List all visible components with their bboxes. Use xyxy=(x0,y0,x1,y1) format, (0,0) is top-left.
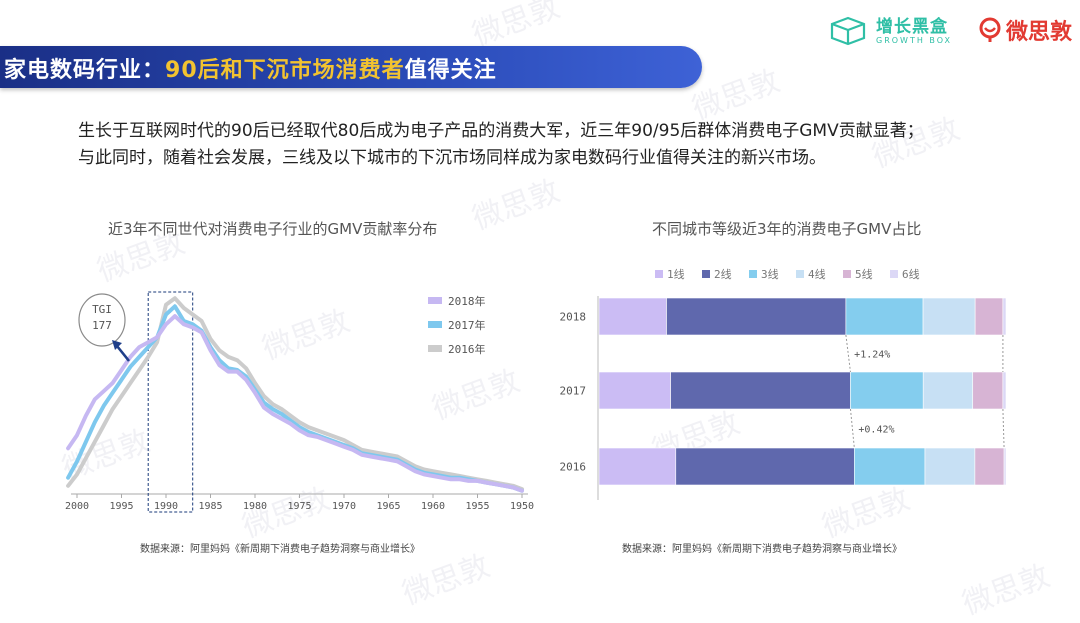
growth-box-subname: GROWTH BOX xyxy=(876,36,952,45)
legend-label: 3线 xyxy=(761,267,779,281)
legend-label: 1线 xyxy=(667,267,685,281)
legend-label: 2016年 xyxy=(448,342,486,356)
bar-segment-4线 xyxy=(923,298,975,335)
weisidun-icon xyxy=(978,17,1002,43)
bar-category-label: 2018 xyxy=(560,311,587,324)
legend-swatch xyxy=(843,270,851,278)
legend-label: 6线 xyxy=(902,267,920,281)
bar-segment-4线 xyxy=(923,372,973,409)
x-tick-label: 1980 xyxy=(243,501,267,512)
x-tick-label: 1950 xyxy=(510,501,534,512)
connector-line xyxy=(1003,409,1004,448)
legend-label: 2线 xyxy=(714,267,732,281)
bar-segment-5线 xyxy=(975,298,1003,335)
weisidun-logo: 微思敦 xyxy=(978,14,1072,46)
x-tick-label: 1975 xyxy=(287,501,311,512)
title-main: 家电数码行业： xyxy=(4,58,165,83)
bar-segment-2线 xyxy=(676,448,855,485)
right-chart-title: 不同城市等级近3年的消费电子GMV占比 xyxy=(652,218,921,239)
bar-chart-legend: 1线 2线 3线 4线 5线 6线 xyxy=(655,267,920,281)
x-tick-label: 1995 xyxy=(109,501,133,512)
legend-swatch xyxy=(749,270,757,278)
left-chart-source: 数据来源：阿里妈妈《新周期下消费电子趋势洞察与商业增长》 xyxy=(140,540,420,555)
legend-swatch xyxy=(428,345,442,352)
legend-swatch xyxy=(890,270,898,278)
bar-segment-5线 xyxy=(975,448,1004,485)
legend-swatch xyxy=(428,321,442,328)
intro-paragraph: 生长于互联网时代的90后已经取代80后成为电子产品的消费大军，近三年90/95后… xyxy=(78,118,1038,172)
bar-category-label: 2017 xyxy=(560,385,587,398)
connector-line xyxy=(846,335,851,372)
bar-segment-3线 xyxy=(846,298,923,335)
x-tick-label: 1990 xyxy=(154,501,178,512)
x-tick-label: 1965 xyxy=(376,501,400,512)
x-tick-label: 1985 xyxy=(198,501,222,512)
legend-label: 5线 xyxy=(855,267,873,281)
bar-segment-6线 xyxy=(1004,448,1006,485)
tgi-callout: TGI 177 xyxy=(79,294,129,361)
legend-label: 2018年 xyxy=(448,294,486,308)
bar-segment-2线 xyxy=(667,298,846,335)
growth-annotation: +1.24% xyxy=(854,350,890,361)
legend-label: 4线 xyxy=(808,267,826,281)
intro-line-2: 与此同时，随着社会发展，三线及以下城市的下沉市场同样成为家电数码行业值得关注的新… xyxy=(78,145,1038,172)
line-chart-legend: 2018年 2017年 2016年 xyxy=(428,294,486,356)
x-tick-label: 2000 xyxy=(65,501,89,512)
bar-segment-4线 xyxy=(925,448,975,485)
growth-box-name: 增长黑盒 xyxy=(876,18,952,36)
legend-swatch xyxy=(796,270,804,278)
intro-line-1: 生长于互联网时代的90后已经取代80后成为电子产品的消费大军，近三年90/95后… xyxy=(78,118,1038,145)
tgi-label: TGI xyxy=(92,303,112,316)
bar-segment-1线 xyxy=(599,448,676,485)
bar-chart-rows: 2018 2017 2016 xyxy=(560,298,1007,485)
tgi-value: 177 xyxy=(92,319,112,332)
bar-category-label: 2016 xyxy=(560,461,587,474)
legend-label: 2017年 xyxy=(448,318,486,332)
bar-segment-1线 xyxy=(599,298,667,335)
left-chart-title: 近3年不同世代对消费电子行业的GMV贡献率分布 xyxy=(108,218,437,239)
bar-segment-3线 xyxy=(854,448,925,485)
bar-segment-5线 xyxy=(973,372,1003,409)
bar-segment-6线 xyxy=(1003,298,1006,335)
gmv-generation-line-chart: 2000 1995 1990 1985 1980 1975 1970 1965 1960 1955… xyxy=(60,280,540,520)
line-chart-x-ticks: 2000 1995 1990 1985 1980 1975 1970 1965 1960 1955… xyxy=(65,494,534,512)
connector-line xyxy=(850,409,854,448)
bar-segment-6线 xyxy=(1003,372,1006,409)
watermark: 微思敦 xyxy=(465,166,565,238)
legend-swatch xyxy=(428,297,442,304)
series-line-2017年 xyxy=(68,306,522,490)
x-tick-label: 1955 xyxy=(465,501,489,512)
page-title: 家电数码行业：90后和下沉市场消费者值得关注 xyxy=(4,52,497,84)
growth-box-logo: 增长黑盒 GROWTH BOX xyxy=(828,16,952,46)
bar-segment-3线 xyxy=(850,372,923,409)
title-highlight: 90后和下沉市场消费者 xyxy=(165,58,405,83)
weisidun-name: 微思敦 xyxy=(1006,14,1072,46)
tgi-arrow-shaft xyxy=(117,346,129,361)
bar-segment-2线 xyxy=(671,372,851,409)
growth-annotation: +0.42% xyxy=(858,425,894,436)
right-chart-source: 数据来源：阿里妈妈《新周期下消费电子趋势洞察与商业增长》 xyxy=(622,540,902,555)
legend-swatch xyxy=(702,270,710,278)
city-tier-stacked-bar-chart: 1线 2线 3线 4线 5线 6线 2018 2017 2016 +1.24% +0.42% xyxy=(550,260,1030,510)
watermark: 微思敦 xyxy=(955,551,1055,623)
title-tail: 值得关注 xyxy=(405,58,497,83)
bar-segment-1线 xyxy=(599,372,671,409)
x-tick-label: 1970 xyxy=(332,501,356,512)
cube-icon xyxy=(828,16,868,46)
x-tick-label: 1960 xyxy=(421,501,445,512)
legend-swatch xyxy=(655,270,663,278)
